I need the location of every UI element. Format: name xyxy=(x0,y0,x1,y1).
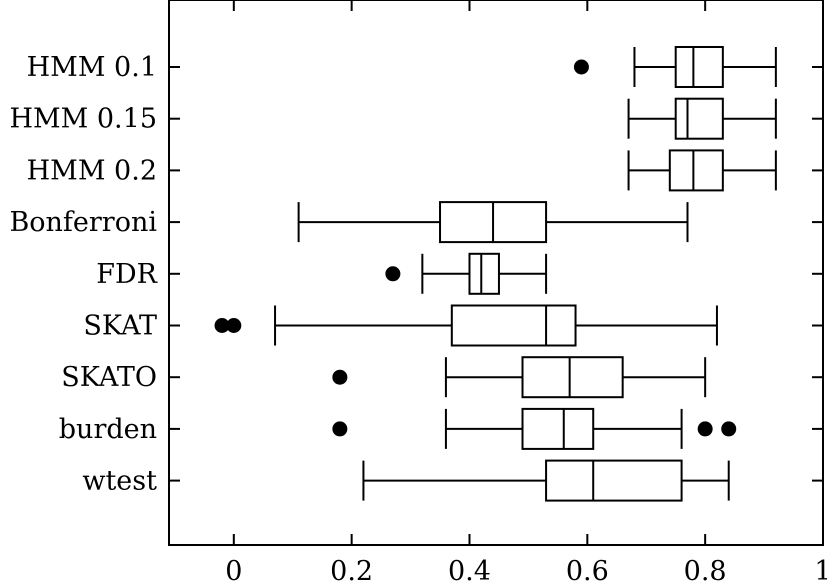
outlier-point xyxy=(721,421,737,437)
category-label: SKATO xyxy=(61,362,157,393)
x-tick-label: 0.6 xyxy=(566,556,609,581)
box-iqr xyxy=(674,46,724,88)
box-group xyxy=(332,407,737,450)
x-tick-label: 0.2 xyxy=(330,556,373,581)
box-iqr xyxy=(468,252,500,295)
box-group xyxy=(627,149,777,192)
outlier-point xyxy=(385,266,401,282)
x-tick-label: 0.4 xyxy=(448,556,491,581)
box-iqr xyxy=(521,356,624,399)
box-group xyxy=(362,459,730,502)
box-group xyxy=(214,304,718,347)
x-tick-label: 0.8 xyxy=(684,556,727,581)
category-label: wtest xyxy=(82,466,157,497)
outlier-point xyxy=(697,421,713,437)
boxes xyxy=(214,46,777,502)
x-tick-label: 1 xyxy=(814,556,827,581)
category-label: HMM 0.15 xyxy=(9,104,157,135)
category-labels: HMM 0.1 HMM 0.15 HMM 0.2 Bonferroni FDR SKAT S… xyxy=(9,52,823,497)
category-label: SKAT xyxy=(83,311,157,342)
outlier-point xyxy=(332,369,348,385)
box-iqr xyxy=(450,304,577,347)
category-label: burden xyxy=(59,414,157,445)
outlier-point xyxy=(214,318,230,333)
category-label: HMM 0.1 xyxy=(27,52,157,83)
box-group xyxy=(332,356,707,399)
outlier-point xyxy=(226,318,242,333)
x-tick-label: 0 xyxy=(225,556,242,581)
plot-frame xyxy=(168,0,824,546)
box-iqr xyxy=(521,407,595,450)
outlier-point xyxy=(332,421,348,437)
box-group xyxy=(573,46,777,88)
box-group xyxy=(297,201,689,244)
box-group xyxy=(627,97,777,140)
box-group xyxy=(385,252,548,295)
box-iqr xyxy=(668,149,724,192)
box-iqr xyxy=(674,97,724,140)
category-label: Bonferroni xyxy=(9,207,157,238)
category-label: FDR xyxy=(96,259,157,290)
x-axis-ticks: 0 0.2 0.4 0.6 0.8 1 xyxy=(225,0,827,581)
category-label: HMM 0.2 xyxy=(27,155,157,186)
box-iqr xyxy=(545,459,683,502)
outlier-point xyxy=(573,59,589,75)
